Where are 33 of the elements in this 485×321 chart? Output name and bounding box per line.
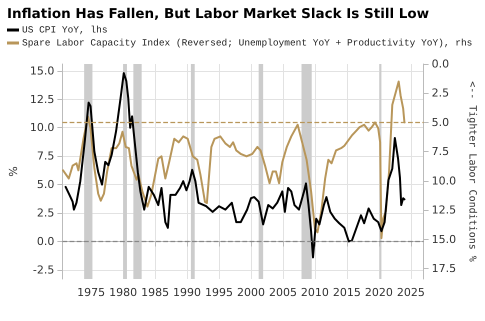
x-tick-label: 1985 [141, 286, 170, 299]
y-axis-title: % [7, 166, 20, 177]
x-tick-label: 2015 [332, 286, 361, 299]
y2-tick-label: 0.0 [432, 58, 450, 70]
x-tick-label: 1990 [173, 286, 202, 299]
y2-tick-label: 17.5 [432, 262, 456, 275]
y-tick-label: 12.5 [30, 92, 54, 106]
y-tick-label: 2.5 [36, 206, 54, 220]
y2-tick-label: 10.0 [432, 174, 456, 188]
y2-tick-label: 15.0 [432, 232, 456, 246]
x-tick-label: 1975 [77, 286, 106, 299]
chart-title: Inflation Has Fallen, But Labor Market Slack Is Still Low [7, 6, 430, 22]
line-series [64, 72, 406, 258]
y2-tick-label: 5.0 [432, 116, 450, 129]
x-tick-label: 2025 [396, 286, 425, 299]
y-tick-label: 7.5 [36, 150, 54, 163]
x-tick-label: 1995 [205, 286, 234, 299]
y-tick-label: 5.0 [36, 178, 54, 192]
y2-tick-label: 2.5 [432, 86, 450, 100]
legend-label: US CPI YoY, lhs [22, 24, 108, 36]
y-tick-label: 0.0 [36, 234, 54, 248]
x-tick-label: 2020 [364, 286, 393, 299]
y2-tick-label: 7.5 [432, 145, 450, 158]
y-tick-label: -2.5 [32, 263, 54, 276]
x-tick-label: 2000 [236, 286, 265, 299]
x-tick-label: 2005 [268, 286, 297, 299]
y-tick-label: 15.0 [30, 64, 54, 78]
y-tick-label: 10.0 [30, 121, 54, 134]
y2-axis-title: <-- Tighter Labor Conditions % [466, 81, 478, 262]
legend-label: Spare Labor Capacity Index (Reversed; Unemployment YoY + Productivity YoY), rhs [22, 38, 472, 48]
y2-tick-label: 12.5 [432, 204, 456, 217]
x-tick-label: 1980 [109, 286, 138, 299]
x-tick-label: 2010 [300, 286, 329, 299]
